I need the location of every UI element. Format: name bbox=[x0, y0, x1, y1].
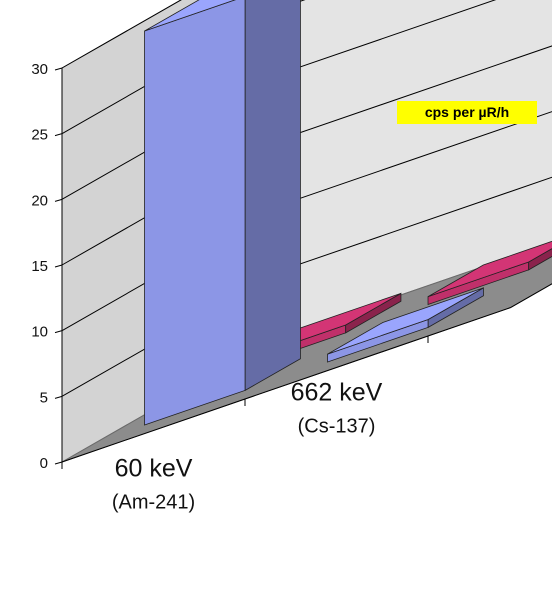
y-tick-mark bbox=[54, 264, 63, 268]
y-tick-mark bbox=[54, 198, 63, 202]
y-tick-label: 5 bbox=[40, 389, 48, 406]
y-tick-label: 0 bbox=[40, 455, 48, 472]
y-tick-label: 25 bbox=[31, 127, 48, 144]
bar bbox=[327, 287, 484, 363]
bar-top-face bbox=[427, 240, 552, 298]
y-tick-label: 15 bbox=[31, 258, 48, 275]
legend-entry: cps per µR/h bbox=[425, 104, 509, 120]
bar-top-face bbox=[144, 0, 236, 32]
y-tick-mark bbox=[54, 133, 63, 137]
bar-side-face bbox=[244, 0, 301, 392]
bar-top-face bbox=[327, 287, 484, 355]
depth-axis-line bbox=[510, 283, 552, 309]
category-sublabel: (Am-241) bbox=[112, 492, 195, 514]
y-tick-label: 30 bbox=[31, 61, 48, 78]
y-tick-mark bbox=[54, 395, 63, 399]
legend-box bbox=[397, 101, 537, 124]
category-label: 662 keV bbox=[291, 379, 383, 407]
x-axis-line bbox=[61, 307, 511, 463]
category-label: 60 keV bbox=[115, 455, 193, 483]
gridline bbox=[61, 0, 182, 69]
y-tick-mark bbox=[54, 461, 63, 465]
category-sublabel: (Cs-137) bbox=[298, 416, 376, 438]
y-tick-mark bbox=[54, 67, 63, 71]
bar bbox=[144, 0, 301, 426]
y-tick-mark bbox=[54, 330, 63, 334]
bar-side-face bbox=[528, 248, 552, 271]
y-tick-label: 10 bbox=[31, 324, 48, 341]
bar bbox=[427, 240, 552, 306]
y-tick-label: 20 bbox=[31, 192, 48, 209]
bar-front-face bbox=[144, 0, 246, 426]
